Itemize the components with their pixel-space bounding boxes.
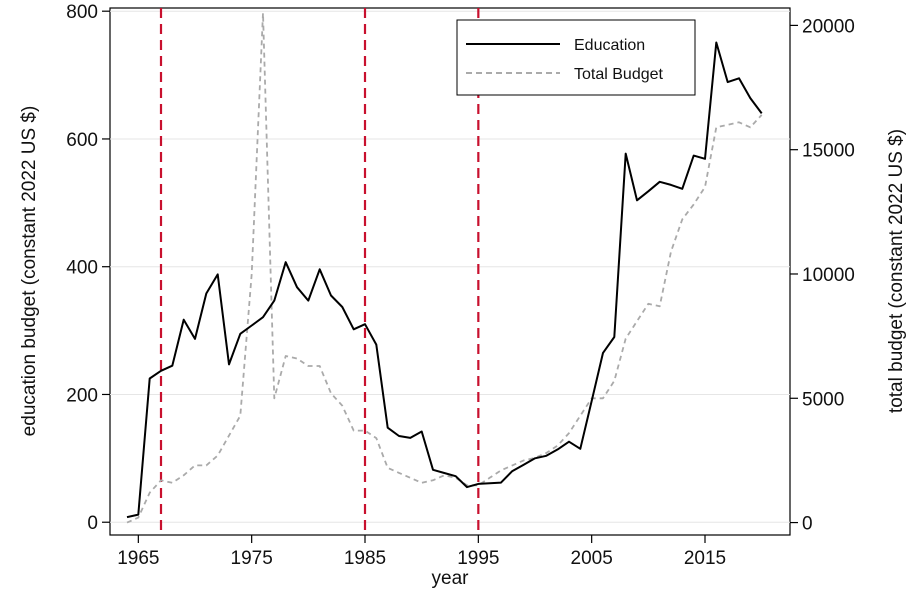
y-axis-right: 0 5000 10000 15000 20000 [790, 16, 855, 535]
legend-label-education: Education [574, 37, 645, 54]
x-tick-label: 2005 [571, 548, 613, 569]
series-line-education [126, 41, 763, 519]
y-axis-left: 0 200 400 600 800 [66, 2, 110, 534]
y2-axis-title: total budget (constant 2022 US $) [886, 129, 907, 413]
y-tick-label: 200 [66, 385, 98, 406]
y-axis-title: education budget (constant 2022 US $) [19, 106, 40, 437]
y2-tick-label: 10000 [802, 265, 855, 286]
vertical-reference-lines [159, 8, 480, 535]
x-axis: 1965 1975 1985 1995 2005 2015 [117, 535, 726, 569]
y2-tick-label: 0 [802, 514, 813, 535]
x-tick-label: 1975 [231, 548, 273, 569]
legend-label-total-budget: Total Budget [574, 66, 664, 83]
y2-tick-label: 5000 [802, 389, 844, 410]
legend-box [456, 19, 696, 96]
y2-tick-label: 20000 [802, 16, 855, 37]
x-axis-title: year [432, 568, 470, 589]
x-tick-label: 1965 [117, 548, 159, 569]
y-tick-label: 400 [66, 258, 98, 279]
grid [110, 10, 790, 523]
y-tick-label: 0 [87, 513, 98, 534]
y-tick-label: 800 [66, 2, 98, 23]
legend: Education Total Budget [456, 19, 696, 96]
series-line-total-budget [126, 12, 763, 524]
y-tick-label: 600 [66, 130, 98, 151]
x-tick-label: 1985 [344, 548, 386, 569]
x-tick-label: 1995 [457, 548, 499, 569]
y2-tick-label: 15000 [802, 141, 855, 162]
plot-frame [109, 7, 791, 536]
series-layer [126, 12, 763, 524]
x-tick-label: 2015 [684, 548, 726, 569]
